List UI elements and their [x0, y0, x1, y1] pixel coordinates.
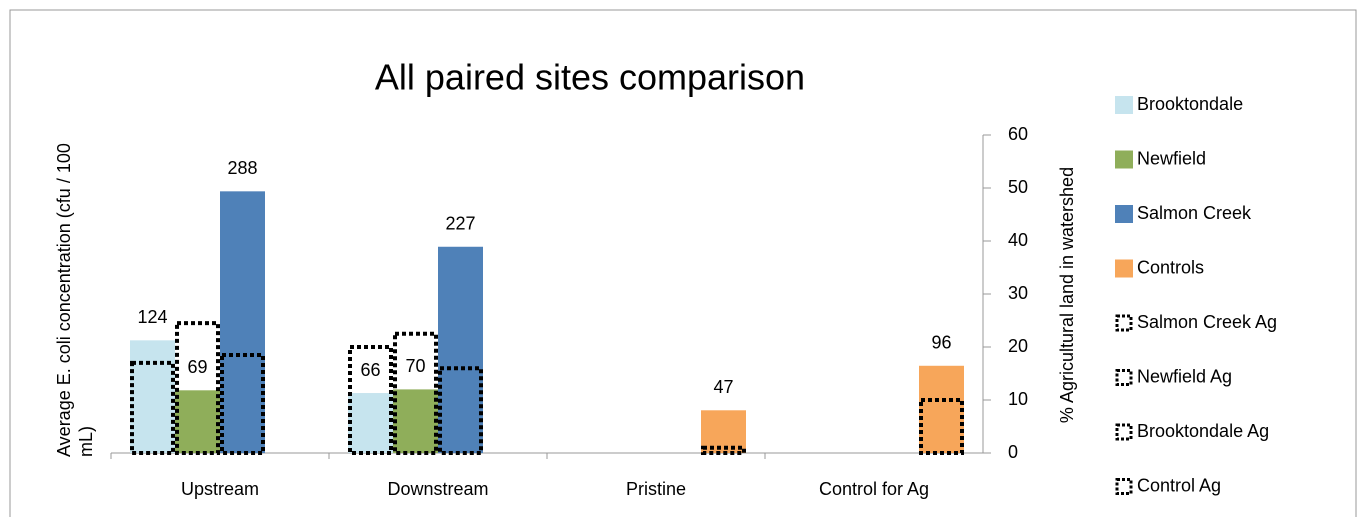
- data-label: 96: [931, 333, 951, 353]
- legend-swatch: [1115, 423, 1133, 441]
- legend-label: Salmon Creek: [1137, 203, 1252, 223]
- legend-label: Salmon Creek Ag: [1137, 312, 1277, 332]
- y2-tick-label: 20: [1008, 336, 1028, 356]
- data-label: 66: [360, 360, 380, 380]
- bar: [919, 365, 964, 453]
- legend-label: Brooktondale Ag: [1137, 421, 1269, 441]
- legend-swatch: [1115, 314, 1133, 332]
- ag-bar: [701, 445, 746, 456]
- x-tick-label: Pristine: [626, 479, 686, 499]
- bar: [220, 191, 265, 453]
- ag-bar: [175, 321, 220, 455]
- data-label: 69: [187, 357, 207, 377]
- legend-label: Control Ag: [1137, 475, 1221, 495]
- bar: [175, 390, 220, 453]
- y2-tick-label: 60: [1008, 124, 1028, 144]
- y2-tick-label: 40: [1008, 230, 1028, 250]
- ag-bar: [348, 345, 393, 455]
- y2-tick-label: 50: [1008, 177, 1028, 197]
- legend-swatch: [1115, 478, 1133, 495]
- chart-border: [9, 9, 1357, 517]
- x-tick-label: Downstream: [387, 479, 488, 499]
- legend-label: Newfield: [1137, 148, 1206, 168]
- x-tick-label: Control for Ag: [819, 479, 929, 499]
- bar: [438, 246, 483, 453]
- ag-bar: [919, 398, 964, 455]
- legend-label: Controls: [1137, 257, 1204, 277]
- bar: [393, 389, 438, 453]
- bar: [348, 393, 393, 453]
- ag-bar: [393, 331, 438, 455]
- y2-tick-label: 0: [1008, 442, 1018, 462]
- data-label: 227: [445, 214, 475, 234]
- legend-swatch: [1115, 150, 1133, 169]
- data-label: 47: [713, 377, 733, 397]
- data-label: 124: [137, 307, 167, 327]
- x-tick-label: Upstream: [181, 479, 259, 499]
- legend-swatch: [1115, 369, 1133, 386]
- ag-bar: [130, 360, 175, 455]
- chart-title: All paired sites comparison: [375, 57, 805, 98]
- y-axis-title: Average E. coli concentration (cfu / 100…: [54, 143, 96, 457]
- data-label: 70: [405, 356, 425, 376]
- y2-axis-title: % Agricultural land in watershed: [1057, 167, 1077, 423]
- data-label: 288: [227, 158, 257, 178]
- legend-label: Brooktondale: [1137, 94, 1243, 114]
- legend-swatch: [1115, 96, 1133, 114]
- y2-tick-label: 10: [1008, 389, 1028, 409]
- legend-label: Newfield Ag: [1137, 366, 1232, 386]
- y2-tick-label: 30: [1008, 283, 1028, 303]
- bar: [130, 340, 175, 453]
- legend-swatch: [1115, 259, 1133, 278]
- legend-swatch: [1115, 205, 1133, 223]
